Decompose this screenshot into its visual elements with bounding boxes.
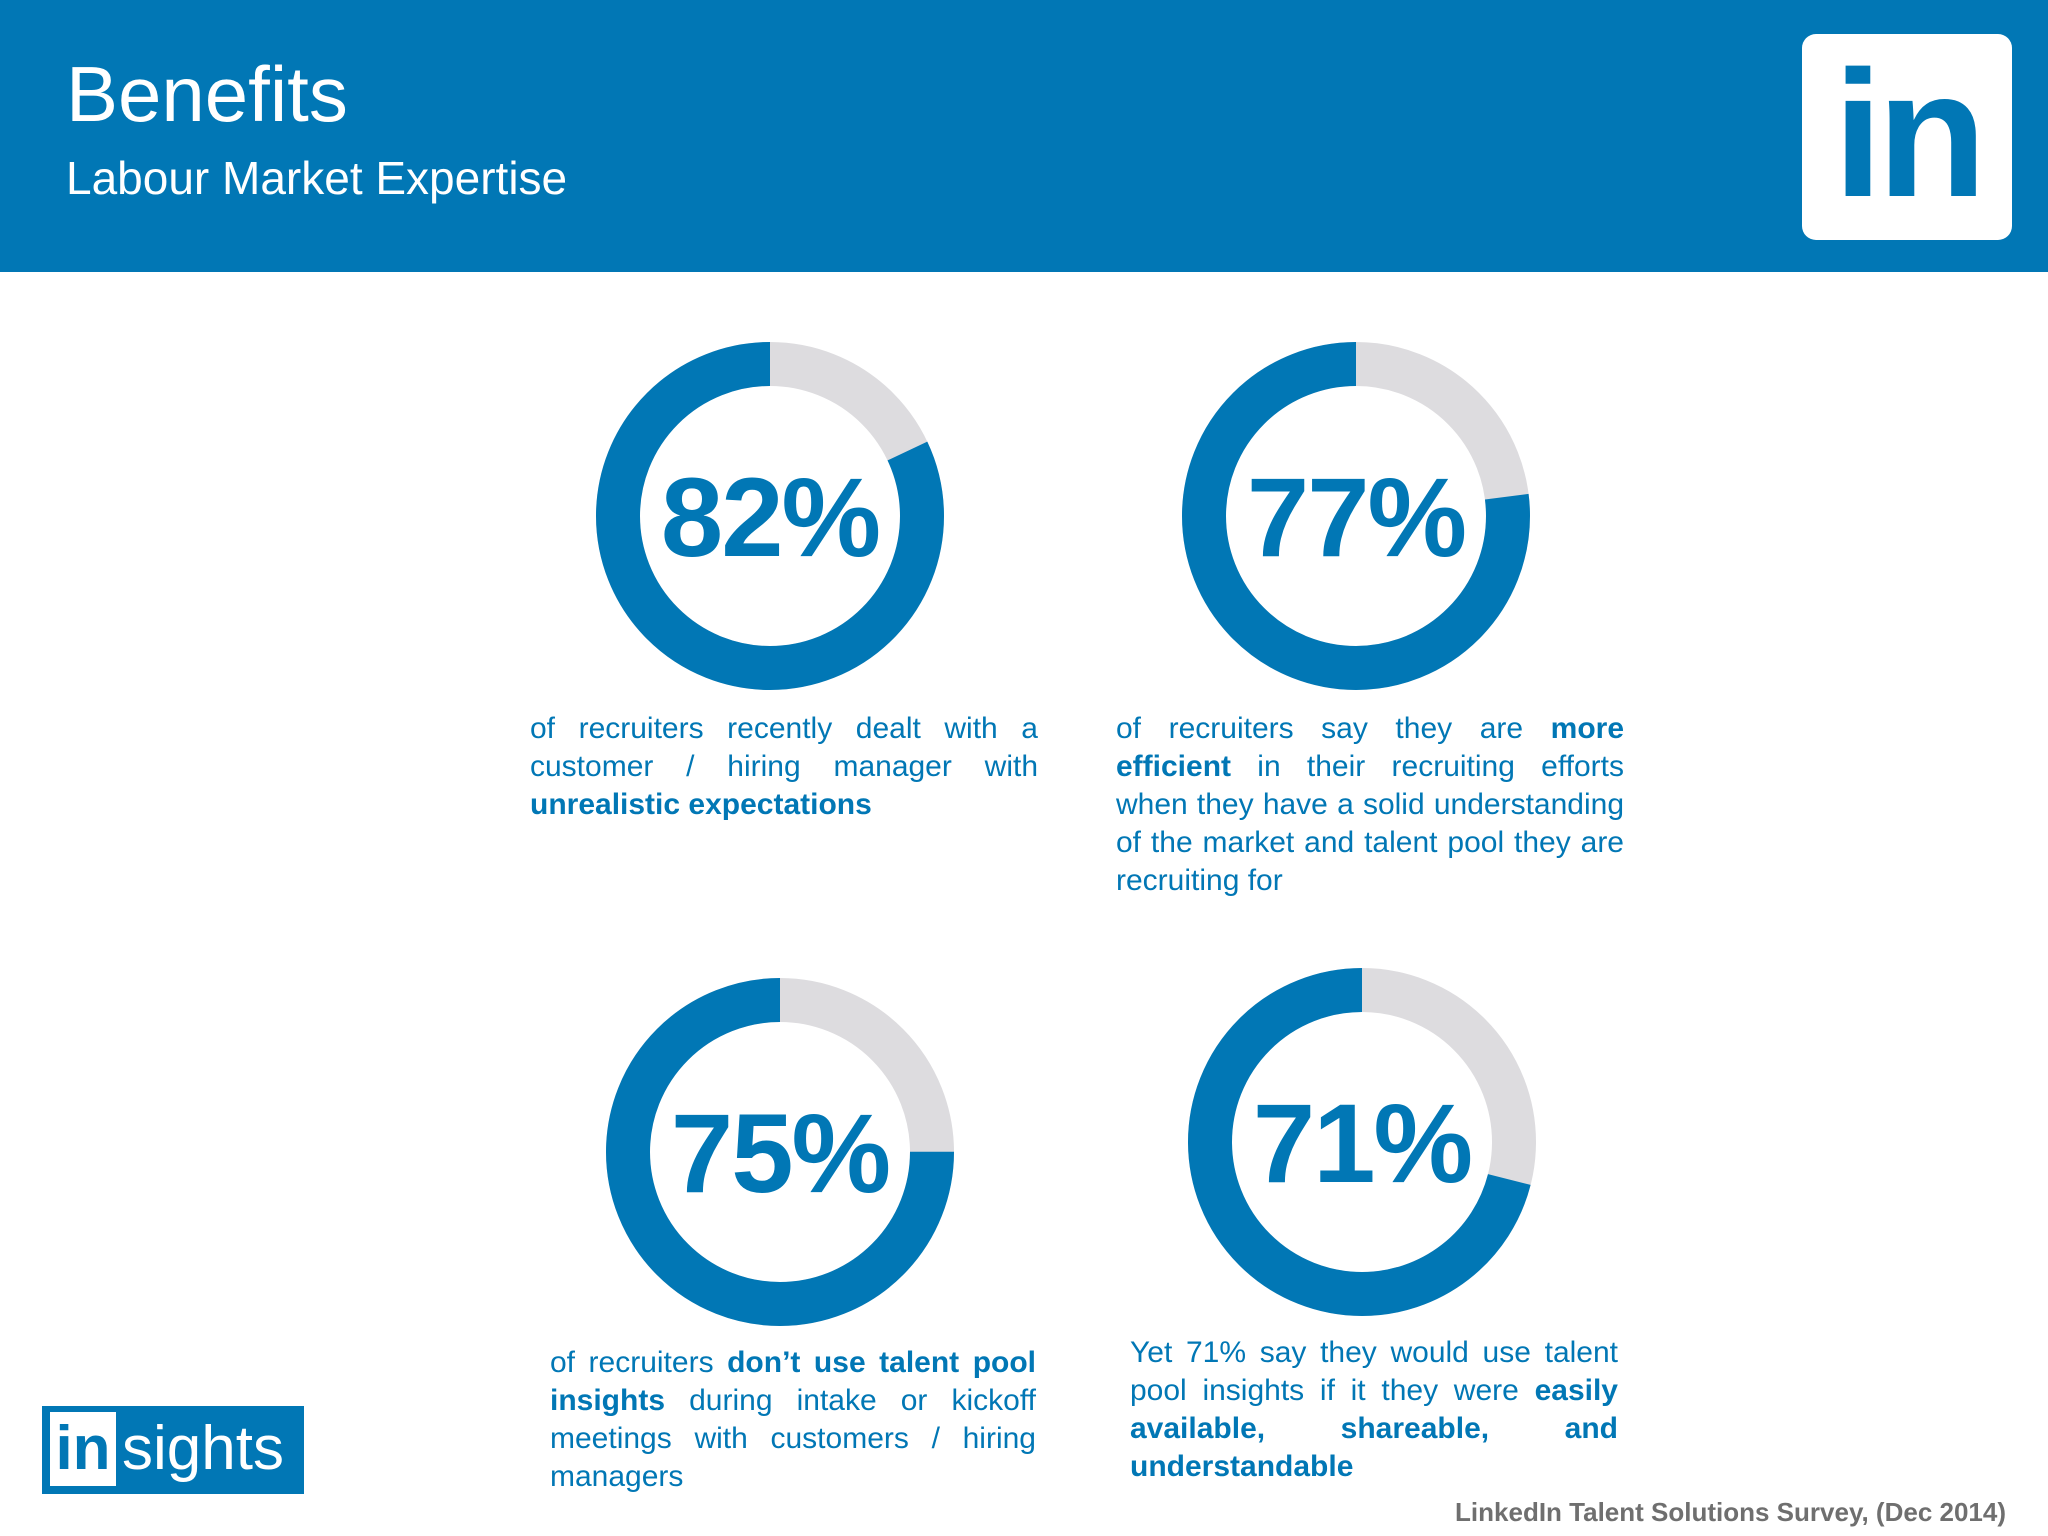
stat-description-text: Yet 71% say they would use talent pool i… (1130, 1336, 1618, 1407)
insights-logo-in: in (50, 1412, 116, 1486)
page-subtitle: Labour Market Expertise (66, 152, 568, 204)
stat-description-emphasis: unrealistic expectations (530, 788, 872, 821)
stat-description-emphasis: more efficient (1116, 712, 1624, 783)
linkedin-logo-text: in (1833, 34, 1987, 235)
stat-percentage: 82% (660, 455, 881, 580)
insights-logo-sights: sights (122, 1414, 284, 1483)
donut-arc (1182, 342, 1530, 690)
stat-description-text: during intake or kickoff meetings with c… (550, 1384, 1036, 1493)
page-title: Benefits (66, 50, 348, 138)
stat-percentage: 71% (1252, 1081, 1473, 1206)
stat-description-emphasis: easily available, shareable, and underst… (1130, 1374, 1618, 1483)
stat-percentage: 75% (670, 1091, 891, 1216)
donut-chart-75 (606, 978, 954, 1326)
stat-description-text: of recruiters recently dealt with a cust… (530, 712, 1038, 783)
linkedin-logo: in (1802, 34, 2012, 240)
donut-arc (1188, 968, 1536, 1316)
stat-description: Yet 71% say they would use talent pool i… (1130, 1334, 1618, 1486)
donut-chart-77 (1182, 342, 1530, 690)
donut-chart-82 (596, 342, 944, 690)
donut-arc (606, 978, 954, 1326)
stat-description: of recruiters recently dealt with a cust… (530, 710, 1038, 824)
stat-description-emphasis: don’t use talent pool insights (550, 1346, 1037, 1417)
header-banner: Benefits Labour Market Expertise in (0, 0, 2048, 272)
stat-description: of recruiters don’t use talent pool insi… (550, 1344, 1036, 1496)
stat-description: of recruiters say they are more efficien… (1116, 710, 1624, 900)
stat-percentage: 77% (1246, 455, 1467, 580)
donut-arc (596, 342, 944, 690)
donut-chart-71 (1188, 968, 1536, 1316)
source-citation: LinkedIn Talent Solutions Survey, (Dec 2… (1455, 1497, 2006, 1527)
stat-description-text: of recruiters (550, 1346, 728, 1379)
insights-logo: in sights (42, 1406, 304, 1494)
stat-description-text: of recruiters say they are (1116, 712, 1551, 745)
stat-description-text: in their recruiting efforts when they ha… (1116, 750, 1624, 897)
